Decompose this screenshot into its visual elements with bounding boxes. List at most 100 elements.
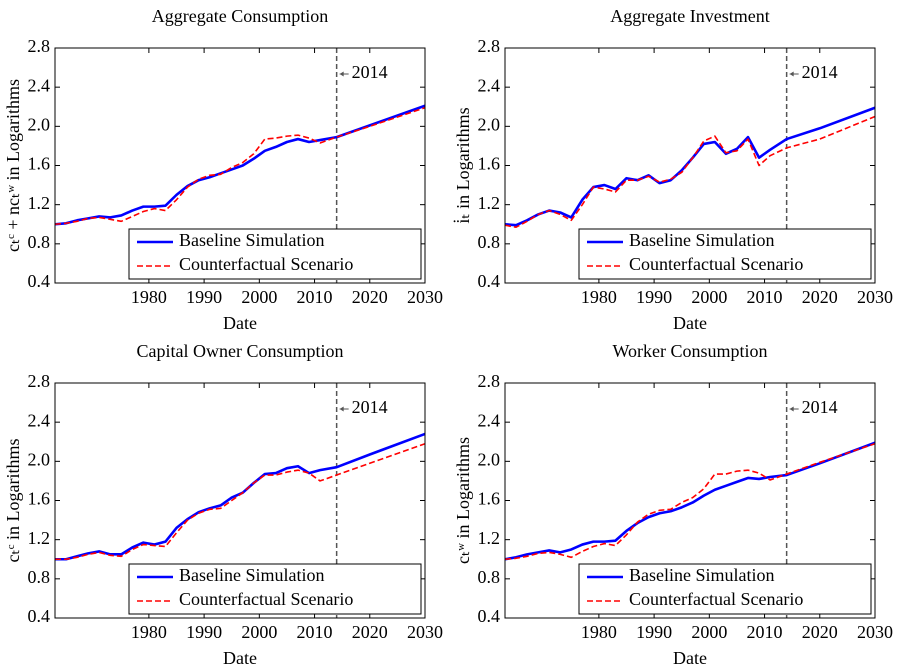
y-tick-label: 0.8 (28, 567, 51, 587)
y-axis-label: cₜᶜ in Logarithms (3, 439, 23, 563)
legend-box (128, 228, 422, 280)
y-tick-label: 2.0 (28, 114, 51, 134)
y-tick-label: 1.6 (478, 154, 501, 174)
x-tick-label: 2000 (691, 287, 727, 307)
legend-label: Baseline Simulation (179, 565, 325, 585)
y-tick-label: 0.4 (478, 606, 501, 626)
legend: Baseline Simulation Counterfactual Scenar… (578, 563, 872, 615)
y-tick-label: 0.4 (478, 271, 501, 291)
x-tick-label: 1980 (581, 622, 617, 642)
x-tick-label: 2020 (802, 287, 838, 307)
plot-frame (54, 47, 426, 284)
x-axis-label: Date (673, 313, 707, 333)
y-tick-label: 1.6 (28, 489, 51, 509)
y-tick-label: 2.0 (28, 449, 51, 469)
legend-box (128, 563, 422, 615)
y-tick-label: 2.4 (28, 75, 51, 95)
subplot: Aggregate Investment Date i̇ₜ in Logarithm… (452, 6, 893, 333)
y-tick-label: 1.2 (28, 528, 51, 548)
subplot-title: Aggregate Investment (610, 6, 769, 26)
data-line (504, 106, 876, 227)
y-tick-label: 2.8 (478, 371, 501, 391)
annotation: 2014 (802, 397, 838, 417)
y-tick-label: 1.2 (478, 528, 501, 548)
subplot-title: Aggregate Consumption (152, 6, 328, 26)
x-tick-label: 2010 (297, 287, 333, 307)
x-tick-label: 2010 (747, 622, 783, 642)
y-tick-label: 0.8 (28, 232, 51, 252)
y-axis-label: i̇ₜ in Logarithms (452, 107, 474, 223)
legend-label: Baseline Simulation (629, 230, 775, 250)
annotation-arrowhead (789, 406, 794, 412)
y-tick-label: 2.8 (478, 36, 501, 56)
data-line (54, 104, 426, 226)
legend-label: Counterfactual Scenario (629, 589, 803, 609)
y-tick-label: 1.2 (478, 193, 501, 213)
legend-label: Counterfactual Scenario (629, 254, 803, 274)
x-tick-label: 1990 (186, 287, 222, 307)
data-line (54, 106, 426, 226)
y-tick-label: 0.4 (28, 606, 51, 626)
y-tick-label: 2.4 (478, 75, 501, 95)
x-tick-label: 2010 (297, 622, 333, 642)
annotation-arrowhead (789, 71, 794, 77)
y-tick-label: 2.0 (478, 114, 501, 134)
x-axis-label: Date (223, 313, 257, 333)
x-tick-label: 2020 (352, 622, 388, 642)
x-tick-label: 2020 (352, 287, 388, 307)
plot-frame (54, 382, 426, 619)
x-tick-label: 1980 (131, 287, 167, 307)
subplot: Aggregate Consumption Date cₜᶜ + ncₜʷ in L… (3, 6, 443, 333)
annotation-arrowhead (339, 71, 344, 77)
y-tick-label: 2.8 (28, 371, 51, 391)
y-tick-label: 0.8 (478, 567, 501, 587)
plot-frame (504, 382, 876, 619)
annotation: 2014 (352, 397, 388, 417)
legend: Baseline Simulation Counterfactual Scenar… (578, 228, 872, 280)
legend-box (578, 563, 872, 615)
x-tick-label: 2030 (407, 622, 443, 642)
legend: Baseline Simulation Counterfactual Scenar… (128, 228, 422, 280)
data-line (504, 442, 876, 561)
x-tick-label: 1980 (581, 287, 617, 307)
legend-label: Baseline Simulation (629, 565, 775, 585)
subplot-title: Capital Owner Consumption (137, 341, 344, 361)
y-axis-label: cₜᶜ + ncₜʷ in Logarithms (3, 79, 23, 252)
annotation: 2014 (802, 62, 838, 82)
x-tick-label: 1990 (636, 287, 672, 307)
annotation: 2014 (352, 62, 388, 82)
subplot: Capital Owner Consumption Date cₜᶜ in Loga… (3, 341, 443, 668)
y-tick-label: 2.4 (28, 410, 51, 430)
y-tick-label: 2.8 (28, 36, 51, 56)
legend-label: Baseline Simulation (179, 230, 325, 250)
y-tick-label: 0.4 (28, 271, 51, 291)
legend-label: Counterfactual Scenario (179, 589, 353, 609)
data-line (55, 432, 426, 561)
x-tick-label: 2030 (857, 287, 893, 307)
x-tick-label: 2030 (857, 622, 893, 642)
x-tick-label: 2030 (407, 287, 443, 307)
x-tick-label: 1990 (186, 622, 222, 642)
data-line (55, 442, 426, 561)
x-tick-label: 1990 (636, 622, 672, 642)
legend-label: Counterfactual Scenario (179, 254, 353, 274)
annotation-arrowhead (339, 406, 344, 412)
plot-frame (504, 47, 876, 284)
data-line (504, 115, 876, 228)
legend-box (578, 228, 872, 280)
data-line (504, 441, 876, 561)
y-tick-label: 1.6 (28, 154, 51, 174)
x-tick-label: 1980 (131, 622, 167, 642)
x-tick-label: 2020 (802, 622, 838, 642)
y-tick-label: 1.2 (28, 193, 51, 213)
y-tick-label: 2.0 (478, 449, 501, 469)
y-tick-label: 1.6 (478, 489, 501, 509)
y-tick-label: 0.8 (478, 232, 501, 252)
y-axis-label: cₜʷ in Logarithms (453, 437, 473, 564)
subplot-title: Worker Consumption (612, 341, 767, 361)
x-tick-label: 2010 (747, 287, 783, 307)
x-tick-label: 2000 (241, 622, 277, 642)
x-axis-label: Date (223, 648, 257, 668)
